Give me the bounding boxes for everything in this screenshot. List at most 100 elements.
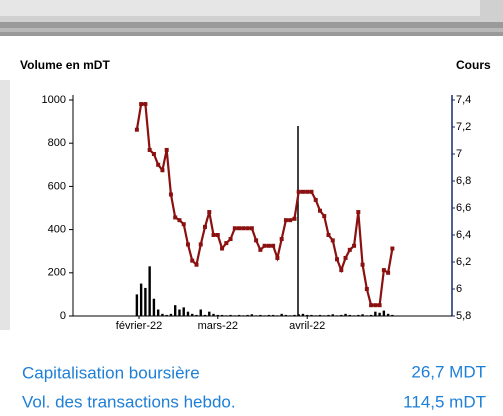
price-marker [164,147,169,152]
x-tick-label: février-22 [116,320,162,332]
volume-bar [208,311,211,316]
volume-bar [382,310,386,316]
y-tick-label: 800 [48,137,66,149]
price-marker [203,224,208,229]
y2-axis-title: Cours [456,58,491,72]
volume-bar [378,312,381,316]
price-marker [373,303,378,308]
volume-bar [348,314,351,316]
price-marker [224,241,229,246]
price-marker [356,210,361,215]
header-strip [0,28,503,32]
volume-bar [284,314,288,316]
volume-bar [203,314,207,316]
price-marker [309,189,314,194]
volume-bar [310,314,313,316]
volume-bar [335,315,339,316]
price-marker [271,243,276,248]
price-marker [168,192,173,197]
price-marker [360,262,365,267]
price-marker [275,255,280,260]
volume-bar [178,309,181,316]
price-marker [185,242,190,247]
volume-bar [259,314,262,316]
volume-bar [182,307,185,316]
volume-bar [365,315,369,316]
volume-bar [199,309,202,316]
y2-tick-label: 6,8 [456,175,471,187]
metric-value: 114,5 mDT [403,392,486,411]
price-marker [181,222,186,227]
volume-bar [161,313,164,316]
price-marker [215,233,220,237]
volume-bar [254,315,258,316]
volume-bar [191,313,194,316]
price-marker [156,162,161,167]
volume-bar [195,314,198,316]
volume-bar [293,314,296,316]
price-marker [249,226,254,231]
y2-tick-label: 6,2 [456,256,471,268]
volume-bar [242,315,245,316]
volume-bar [301,313,305,316]
price-marker [335,257,340,262]
volume-bar [267,314,271,316]
volume-bar [288,315,292,316]
price-marker [369,303,374,308]
price-marker [160,168,165,173]
volume-bar [233,315,237,316]
price-marker [364,287,369,291]
volume-bar [361,314,364,316]
price-marker [283,218,288,223]
y2-tick-label: 6,4 [456,229,471,241]
volume-bar [306,314,309,316]
price-marker [343,255,348,260]
metric-label: Vol. des transactions hebdo. [22,392,236,411]
price-marker [139,102,144,107]
volume-bar [297,314,300,316]
y2-tick-label: 5,8 [456,310,471,322]
price-marker [241,226,246,231]
y-tick-label: 600 [48,180,66,192]
price-marker [390,246,395,251]
price-marker [151,152,156,156]
y2-tick-label: 7,4 [456,94,471,106]
price-line [135,102,394,307]
volume-bar [152,298,156,316]
price-marker [232,226,237,231]
price-marker [143,102,148,107]
volume-bar [327,314,330,316]
metric-value: 26,7 MDT [411,362,486,381]
volume-bar [318,314,322,316]
price-marker [258,247,263,252]
volume-bar [156,309,160,316]
volume-bar [139,283,143,316]
volume-bar [263,315,266,316]
price-marker [377,303,382,308]
volume-bar [135,294,139,316]
price-marker [237,226,242,231]
price-marker [177,218,182,223]
volume-bar [250,314,254,316]
y-tick-label: 1000 [42,94,66,106]
volume-bar [331,314,334,316]
volume-bar [271,314,275,316]
price-marker [347,247,352,252]
y-axis-title: Volume en mDT [20,58,110,72]
volume-bar [344,313,347,316]
volume-bar [369,314,373,316]
price-marker [194,262,199,267]
volume-bar [246,314,249,316]
price-marker [322,214,327,219]
volume-bar [165,314,168,316]
price-marker [134,127,139,132]
volume-bar [174,305,177,316]
price-marker [326,233,331,237]
price-marker [262,243,267,248]
volume-bar [216,314,219,316]
top-panel-inner [0,0,480,16]
x-tick-label: mars-22 [198,320,238,332]
y-tick-label: 400 [48,224,66,236]
price-marker [220,246,225,251]
